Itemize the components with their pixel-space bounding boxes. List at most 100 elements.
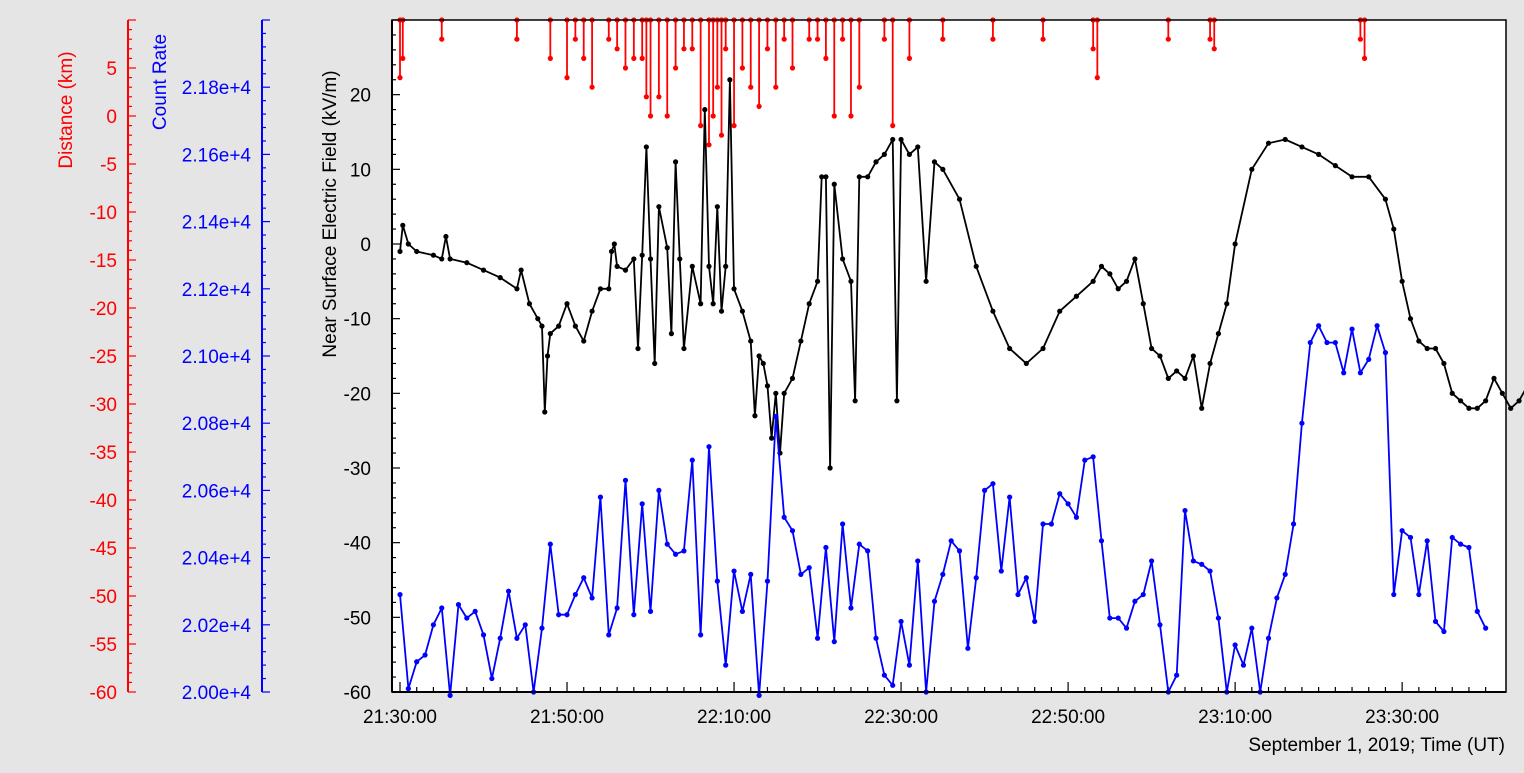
field-point: [439, 256, 445, 262]
field-point: [760, 360, 766, 367]
distance-point: [714, 84, 720, 90]
field-point: [1416, 338, 1422, 344]
field-point: [990, 308, 996, 314]
field-point: [414, 248, 420, 255]
count_rate-point: [547, 541, 553, 547]
count_rate-point: [614, 605, 620, 611]
field-tick-label: -20: [344, 384, 371, 405]
count_rate-point: [1441, 628, 1447, 635]
count_rate-point: [1274, 595, 1280, 601]
distance-tick-label: -10: [90, 203, 117, 224]
field-point: [848, 278, 854, 284]
count_rate-point: [1399, 528, 1405, 534]
field-point: [1516, 398, 1522, 404]
count_rate-point: [931, 598, 938, 604]
field-axis-label: Near Surface Electric Field (kV/m): [320, 70, 341, 357]
field-point: [814, 278, 821, 284]
field-point: [714, 204, 720, 210]
field-point: [1282, 136, 1288, 143]
count_rate-point: [1007, 494, 1013, 500]
field-point: [1224, 301, 1230, 307]
count_rate-point: [773, 413, 779, 420]
field-point: [727, 77, 733, 83]
field-point: [1407, 316, 1414, 322]
field-point: [840, 256, 846, 262]
count_rate-point: [731, 568, 737, 574]
field-point: [514, 286, 520, 292]
distance-point: [764, 46, 771, 52]
count_rate-point: [756, 692, 762, 698]
distance-point: [514, 36, 520, 42]
field-point: [973, 263, 979, 269]
field-point: [865, 174, 871, 180]
count_rate-point: [1432, 618, 1439, 625]
field-point: [856, 174, 862, 180]
count_rate-point: [781, 514, 787, 520]
field-point: [1457, 398, 1464, 404]
field-point: [597, 286, 604, 292]
field-point: [752, 413, 758, 419]
distance-point: [814, 36, 821, 42]
field-point: [1123, 278, 1130, 284]
distance-point: [1090, 46, 1096, 52]
distance-point: [643, 94, 649, 100]
count_rate-point: [1382, 350, 1389, 356]
distance-point: [831, 113, 837, 119]
field-point: [1499, 390, 1505, 396]
distance-tick-label: -20: [90, 299, 117, 320]
distance-point: [906, 55, 913, 62]
field-point: [608, 248, 615, 255]
field-tick-label: -40: [344, 534, 371, 555]
count_rate-point: [505, 588, 512, 594]
count_rate-point: [1391, 591, 1397, 598]
count_rate-point: [1032, 618, 1038, 625]
field-tick-label: -50: [344, 608, 371, 629]
count_rate-point: [1407, 534, 1414, 541]
count-rate-tick-label: 2.02e+4: [182, 616, 252, 637]
count_rate-point: [606, 632, 612, 638]
field-point: [1474, 405, 1480, 411]
distance-tick-label: -40: [90, 491, 117, 512]
field-point: [672, 159, 679, 165]
distance-point: [781, 36, 787, 42]
count_rate-point: [1341, 370, 1347, 376]
field-point: [443, 233, 449, 240]
count-rate-tick-label: 2.14e+4: [182, 213, 252, 234]
count_rate-point: [881, 672, 887, 678]
distance-point: [606, 36, 612, 42]
count_rate-point: [915, 558, 921, 564]
distance-point: [681, 46, 687, 52]
time-tick-label: 23:30:00: [1365, 707, 1439, 728]
count_rate-point: [564, 612, 570, 618]
count-rate-axis-label: Count Rate: [150, 34, 171, 130]
field-point: [535, 316, 541, 322]
count_rate-point: [806, 565, 812, 571]
field-point: [681, 345, 687, 352]
count_rate-point: [898, 618, 904, 625]
field-point: [622, 267, 629, 273]
field-point: [881, 151, 887, 157]
plot-frame: [391, 19, 1507, 693]
count_rate-point: [439, 605, 445, 611]
count_rate-point: [480, 632, 487, 638]
series-distance: [397, 17, 1368, 148]
field-point: [769, 435, 775, 441]
field-point: [806, 301, 812, 307]
distance-point: [756, 103, 762, 109]
field-point: [664, 245, 670, 251]
count-rate-tick-label: 2.06e+4: [182, 481, 252, 502]
field-point: [1040, 345, 1046, 352]
distance-point: [1040, 36, 1046, 42]
field-point: [1190, 353, 1196, 359]
distance-point: [823, 55, 829, 62]
distance-point: [698, 123, 704, 129]
field-point: [447, 256, 453, 262]
field-point: [894, 398, 900, 404]
field-point: [430, 252, 437, 258]
field-point: [1215, 331, 1222, 337]
count_rate-point: [422, 652, 428, 658]
count_rate-point: [1107, 615, 1113, 621]
count_rate-point: [681, 548, 687, 554]
field-point: [1449, 390, 1455, 396]
